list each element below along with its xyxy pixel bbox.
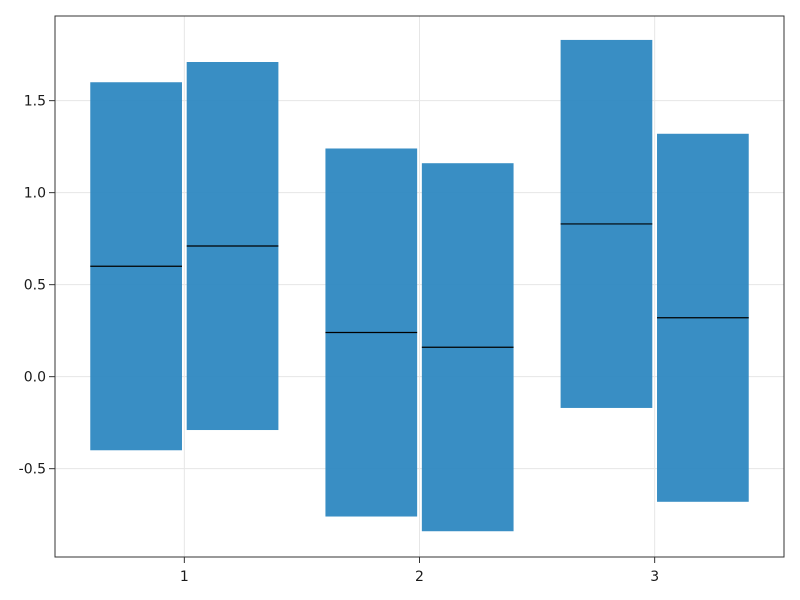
x-tick-label: 1 — [180, 569, 189, 585]
y-tick-label: 0.0 — [24, 370, 46, 386]
y-tick-label: 1.5 — [24, 94, 46, 110]
tick-labels: 1 2 3 -0.5 0.0 0.5 1.0 1.5 — [19, 94, 659, 585]
y-tick-label: -0.5 — [19, 462, 46, 478]
y-tick-label: 0.5 — [24, 278, 46, 294]
boxes — [90, 39, 749, 532]
x-tick-label: 3 — [650, 569, 659, 585]
axis-ticks — [49, 100, 656, 563]
y-tick-label: 1.0 — [24, 186, 46, 202]
x-tick-label: 2 — [415, 569, 424, 585]
